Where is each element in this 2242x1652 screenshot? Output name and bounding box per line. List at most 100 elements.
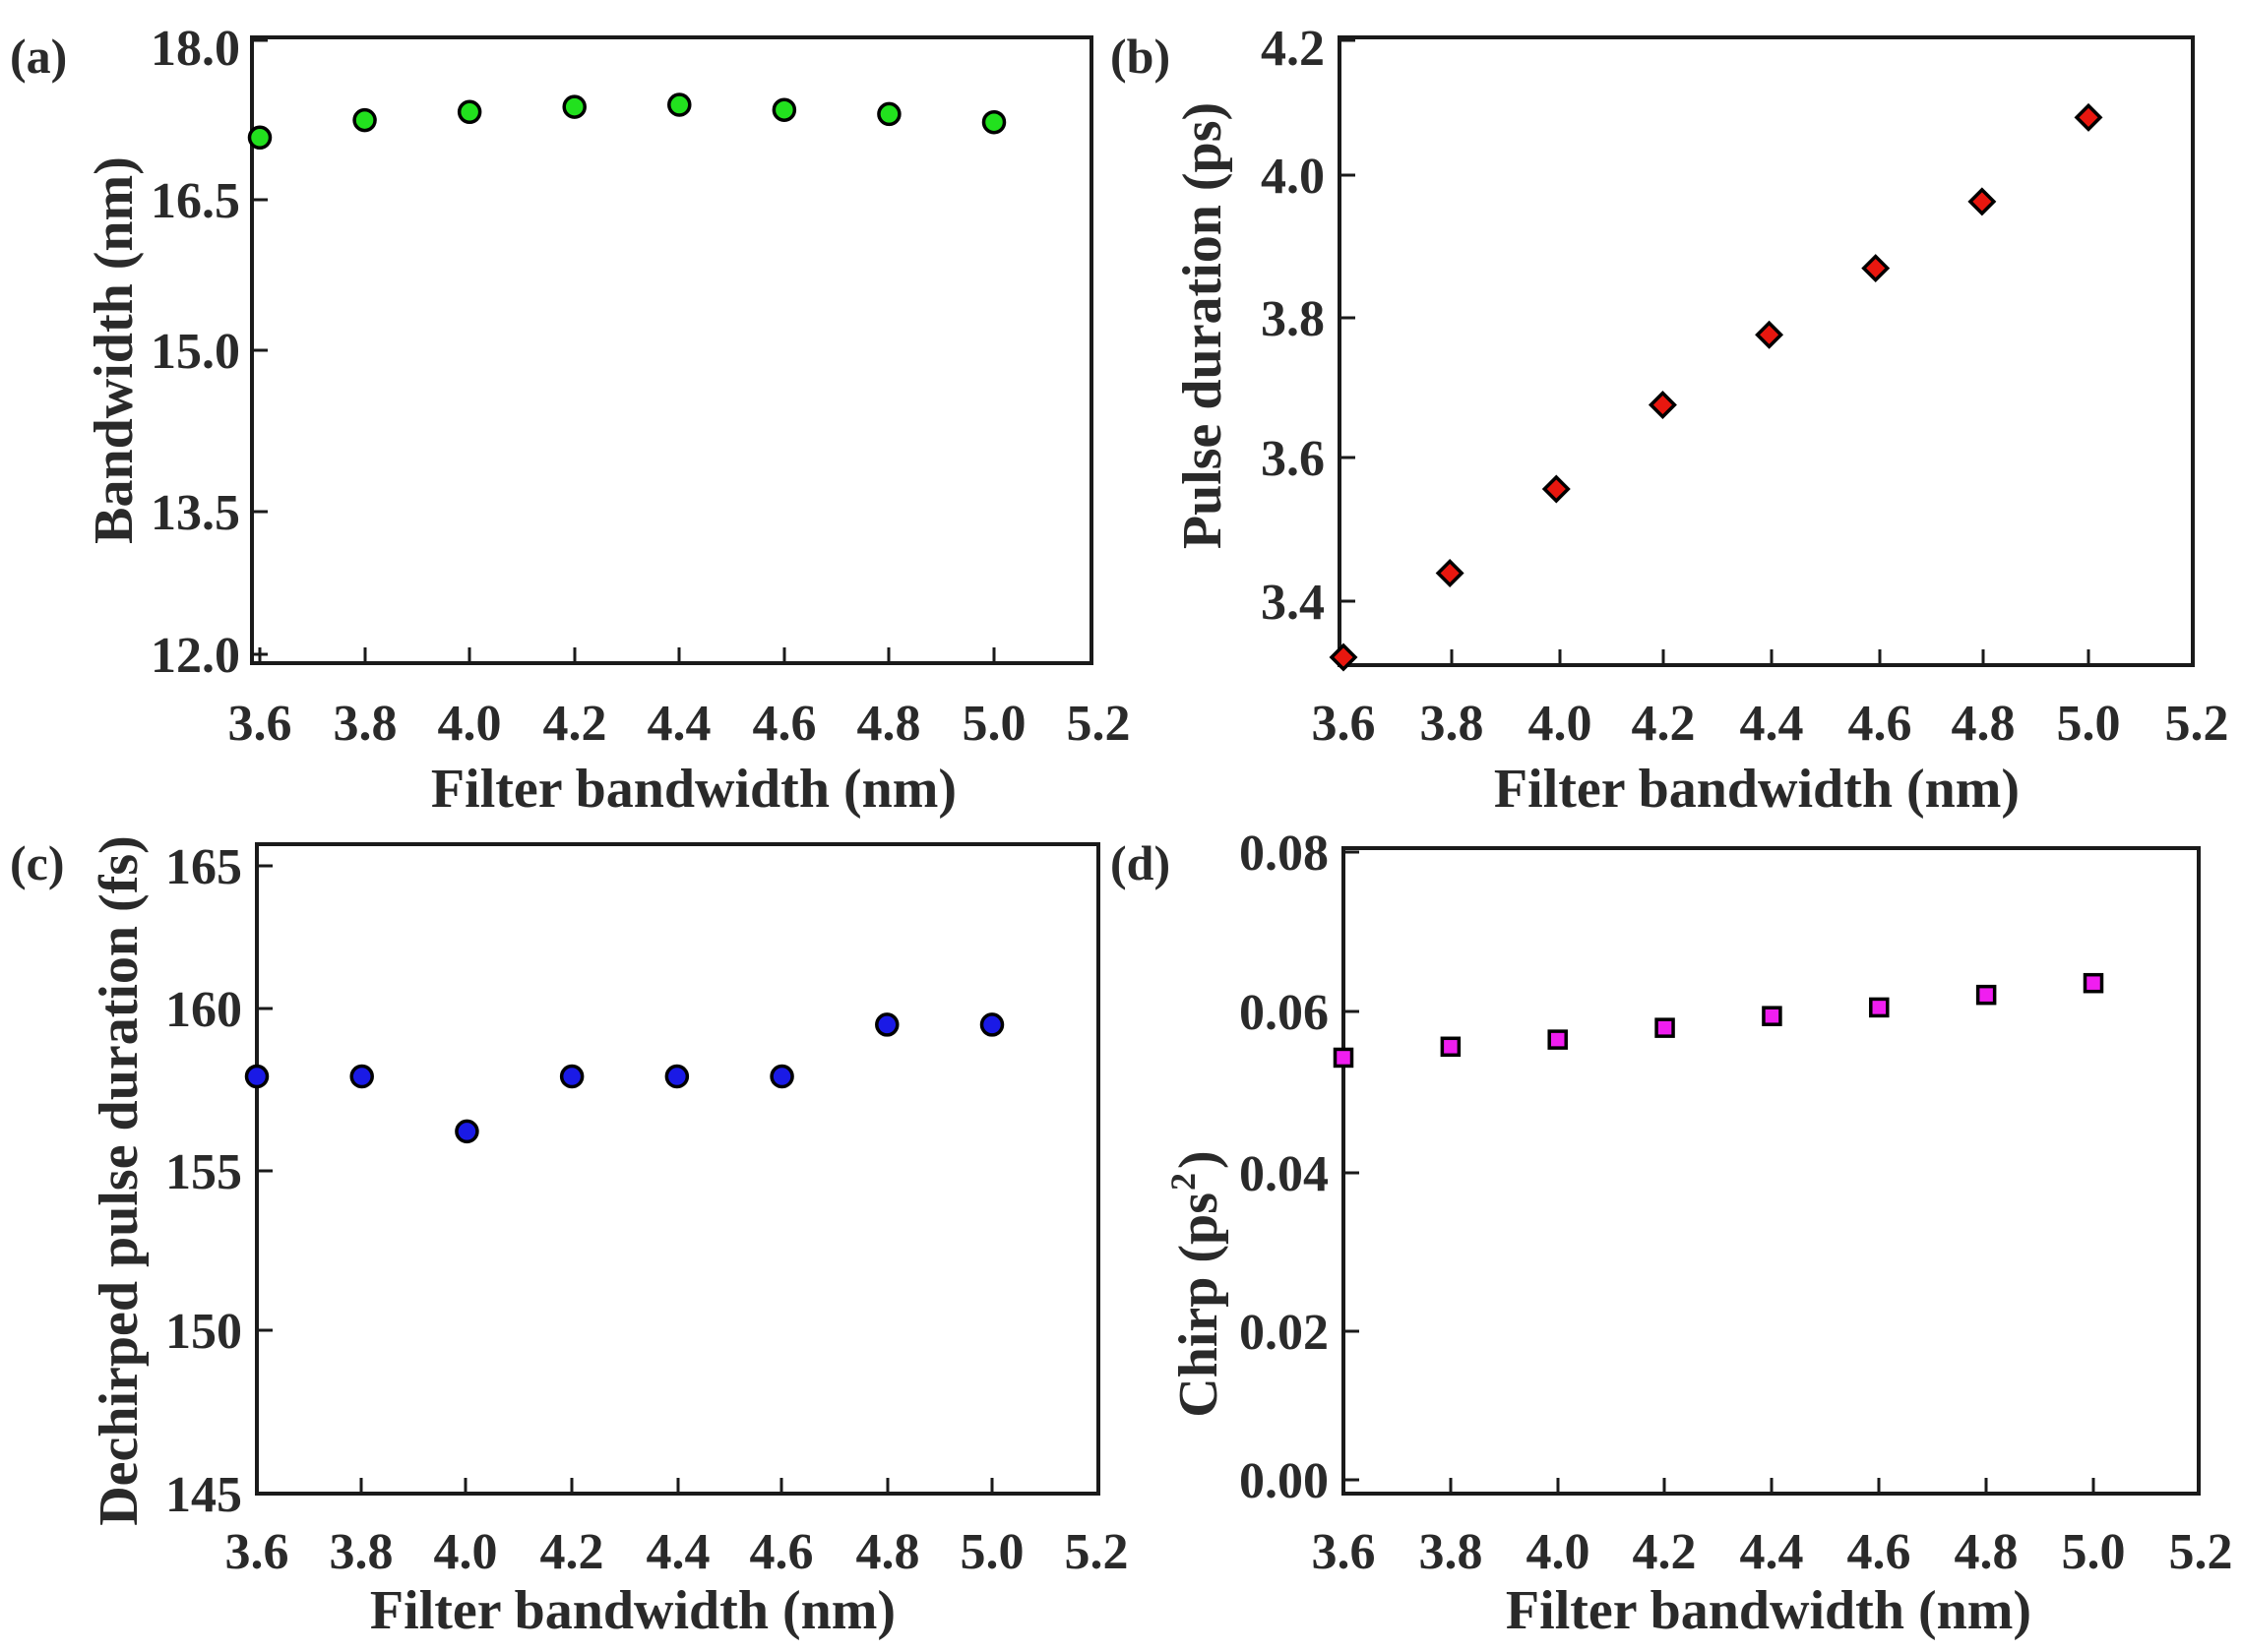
x-tick-label: 4.4	[1740, 696, 1804, 752]
x-tick-label: 5.2	[1065, 1524, 1129, 1580]
y-tick-label: 12.0	[151, 628, 240, 684]
x-tick-label: 5.0	[963, 696, 1027, 752]
data-point	[2074, 102, 2103, 132]
y-axis-label-superscript: 2	[1163, 1173, 1203, 1191]
panel-d: (d) 0.00 0.02 0.04 0.06 0.08 3.6 3.8 4.0	[1110, 826, 2233, 1641]
x-axis: 3.6 3.8 4.0 4.2 4.4 4.6 4.8 5.0 5.2	[1312, 649, 2229, 752]
x-tick-label: 4.8	[857, 696, 921, 752]
data-point	[1861, 254, 1891, 283]
panel-label: (d)	[1110, 835, 1170, 890]
y-tick-label: 0.06	[1239, 985, 1329, 1041]
x-tick-label: 5.0	[961, 1524, 1025, 1580]
data-point	[352, 107, 377, 133]
data-point	[1648, 391, 1677, 419]
x-tick-label: 4.0	[434, 1524, 498, 1580]
y-tick-label: 15.0	[151, 324, 240, 380]
y-axis-label: Chirp (ps	[1168, 1193, 1229, 1418]
data-point	[1541, 474, 1571, 504]
x-tick-label: 4.8	[856, 1524, 920, 1580]
x-axis: 3.6 3.8 4.0 4.2 4.4 4.6 4.8 5.0 5.2	[1312, 1478, 2233, 1580]
panel-a: (a) 12.0 13.5 15.0 16.5 18.0 3.6 3.8 4.0	[10, 21, 1131, 820]
x-tick-label: 3.6	[225, 1524, 289, 1580]
data-point	[1755, 320, 1784, 349]
panel-label: (a)	[10, 29, 67, 84]
data-point	[979, 1012, 1005, 1037]
y-tick-label: 0.08	[1239, 826, 1329, 882]
x-tick-label: 4.6	[750, 1524, 814, 1580]
x-tick-label: 5.0	[2062, 1524, 2126, 1580]
x-tick-label: 5.2	[1067, 696, 1131, 752]
data-point	[244, 1064, 270, 1089]
data-series	[1333, 972, 2104, 1069]
y-axis: 0.00 0.02 0.04 0.06 0.08	[1239, 826, 1359, 1509]
data-point	[1329, 642, 1358, 672]
data-point	[559, 1064, 585, 1089]
y-tick-label: 3.6	[1261, 431, 1325, 487]
x-tick-label: 4.6	[1848, 696, 1912, 752]
data-point	[349, 1064, 374, 1089]
x-tick-label: 3.8	[1420, 696, 1484, 752]
x-tick-label: 5.2	[2169, 1524, 2233, 1580]
data-point	[1440, 1036, 1462, 1058]
x-tick-label: 4.2	[543, 696, 607, 752]
y-tick-label: 150	[165, 1304, 242, 1360]
x-tick-label: 3.6	[1312, 1524, 1376, 1580]
data-point	[877, 101, 902, 127]
data-point	[455, 1119, 479, 1144]
data-point	[1435, 559, 1464, 587]
data-point	[981, 109, 1007, 135]
data-point	[247, 125, 273, 151]
x-tick-label: 4.6	[753, 696, 817, 752]
x-tick-label: 4.4	[1740, 1524, 1804, 1580]
y-axis: 12.0 13.5 15.0 16.5 18.0	[151, 21, 268, 684]
data-point	[1869, 997, 1890, 1018]
y-tick-label: 16.5	[151, 173, 240, 229]
data-series	[1329, 102, 2103, 672]
x-tick-label: 3.8	[1419, 1524, 1483, 1580]
data-point	[664, 1064, 690, 1089]
plot-frame	[255, 842, 1100, 1496]
x-axis-label: Filter bandwidth (nm)	[431, 759, 957, 820]
y-axis-label: Dechirped pulse duration (fs)	[89, 835, 150, 1526]
x-tick-label: 4.2	[1632, 696, 1696, 752]
x-tick-label: 4.8	[1952, 696, 2016, 752]
data-point	[667, 92, 692, 117]
data-point	[1975, 984, 1997, 1006]
data-point	[770, 1064, 794, 1089]
x-axis: 3.6 3.8 4.0 4.2 4.4 4.6 4.8 5.0 5.2	[228, 647, 1131, 752]
data-point	[1333, 1047, 1354, 1069]
data-point	[1547, 1029, 1568, 1050]
y-tick-label: 145	[165, 1467, 242, 1523]
y-tick-label: 3.4	[1261, 575, 1325, 631]
data-point	[562, 94, 587, 119]
panel-label: (c)	[10, 835, 65, 890]
x-axis-label: Filter bandwidth (nm)	[1506, 1580, 2031, 1641]
x-tick-label: 3.6	[1312, 696, 1376, 752]
x-tick-label: 4.8	[1955, 1524, 2019, 1580]
y-tick-label: 160	[165, 982, 242, 1038]
plot-frame	[250, 35, 1093, 665]
data-series	[247, 92, 1007, 151]
y-tick-label: 3.8	[1261, 291, 1325, 347]
x-tick-label: 3.8	[334, 696, 398, 752]
y-tick-label: 4.2	[1261, 21, 1325, 77]
y-axis-label: Pulse duration (ps)	[1172, 102, 1233, 549]
x-axis: 3.6 3.8 4.0 4.2 4.4 4.6 4.8 5.0 5.2	[225, 1478, 1129, 1580]
data-point	[772, 97, 797, 122]
y-tick-label: 155	[165, 1144, 242, 1200]
panel-b: (b) 3.4 3.6 3.8 4.0 4.2 3.6 3.8 4.0	[1110, 21, 2229, 820]
y-tick-label: 0.04	[1239, 1146, 1329, 1202]
data-series	[244, 1012, 1005, 1144]
y-tick-label: 0.00	[1239, 1453, 1329, 1509]
x-tick-label: 4.0	[1526, 1524, 1590, 1580]
plot-frame	[1341, 846, 2201, 1496]
x-tick-label: 4.4	[647, 1524, 711, 1580]
x-tick-label: 4.0	[1528, 696, 1592, 752]
x-tick-label: 4.2	[1633, 1524, 1697, 1580]
x-axis-label: Filter bandwidth (nm)	[1494, 759, 2020, 820]
panel-c: (c) 145 150 155 160 165 3.6 3.8 4.0	[10, 835, 1129, 1641]
data-point	[1967, 187, 1997, 216]
x-tick-label: 4.6	[1847, 1524, 1911, 1580]
y-axis-label: Bandwidth (nm)	[84, 156, 145, 544]
